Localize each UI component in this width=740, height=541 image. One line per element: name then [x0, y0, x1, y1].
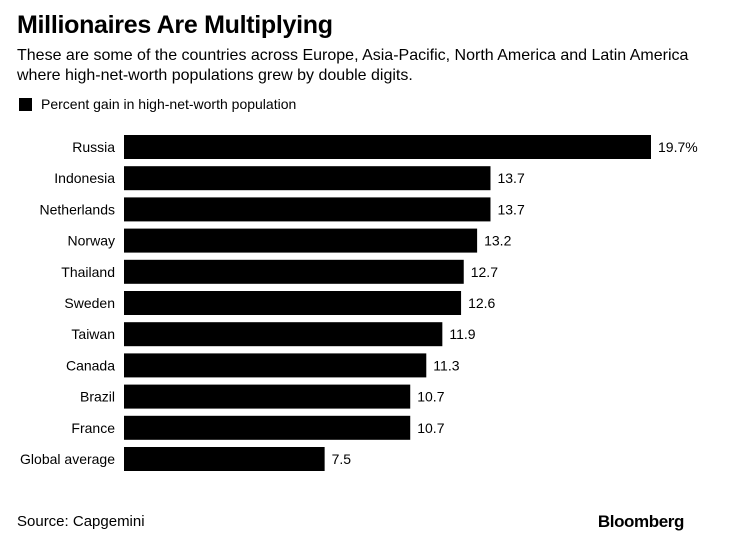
category-label-netherlands: Netherlands [40, 201, 116, 217]
category-label-thailand: Thailand [61, 264, 115, 280]
bar-sweden [124, 291, 461, 315]
bar-thailand [124, 260, 464, 284]
source-note: Source: Capgemini [17, 513, 145, 530]
value-label-indonesia: 13.7 [497, 170, 524, 186]
category-label-russia: Russia [72, 139, 115, 155]
value-label-norway: 13.2 [484, 233, 511, 249]
bar-russia [124, 135, 651, 159]
value-label-netherlands: 13.7 [497, 201, 524, 217]
category-label-canada: Canada [66, 357, 115, 373]
bar-indonesia [124, 166, 490, 190]
category-label-taiwan: Taiwan [71, 326, 115, 342]
value-label-global-average: 7.5 [332, 451, 352, 467]
category-label-sweden: Sweden [64, 295, 115, 311]
bar-brazil [124, 385, 410, 409]
category-label-brazil: Brazil [80, 389, 115, 405]
value-label-thailand: 12.7 [471, 264, 498, 280]
bar-norway [124, 229, 477, 253]
bar-netherlands [124, 197, 490, 221]
bloomberg-logo: Bloomberg [598, 512, 684, 532]
bar-taiwan [124, 322, 442, 346]
value-label-brazil: 10.7 [417, 389, 444, 405]
value-label-russia: 19.7% [658, 139, 698, 155]
category-label-global-average: Global average [20, 451, 115, 467]
category-label-indonesia: Indonesia [54, 170, 115, 186]
value-label-taiwan: 11.9 [449, 326, 475, 342]
category-label-norway: Norway [68, 233, 115, 249]
value-label-canada: 11.3 [433, 357, 459, 373]
bar-canada [124, 353, 426, 377]
value-label-sweden: 12.6 [468, 295, 495, 311]
value-label-france: 10.7 [417, 420, 444, 436]
bar-global-average [124, 447, 325, 471]
bar-france [124, 416, 410, 440]
category-label-france: France [71, 420, 115, 436]
